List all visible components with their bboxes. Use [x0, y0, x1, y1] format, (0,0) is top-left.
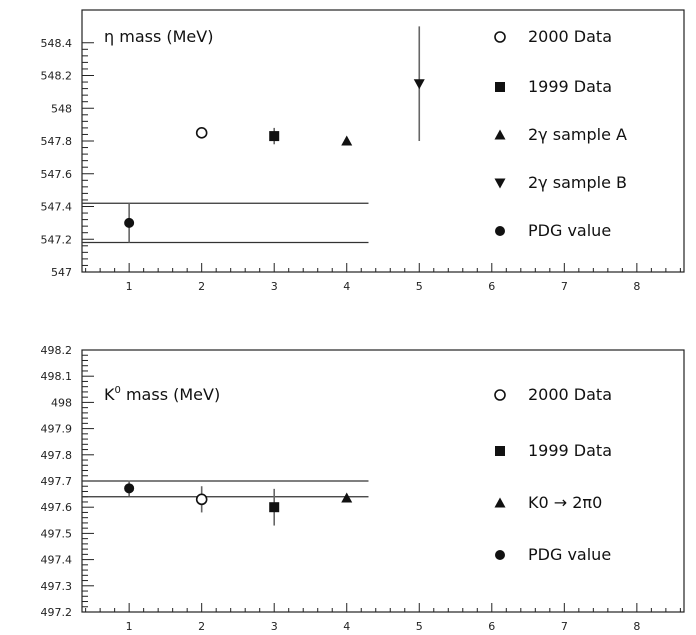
- legend-label: 2000 Data: [528, 385, 612, 404]
- x-tick-label: 5: [416, 620, 423, 633]
- legend-label: 2γ sample A: [528, 125, 627, 144]
- y-tick-label: 497.9: [41, 423, 73, 436]
- legend-label: 2γ sample B: [528, 173, 627, 192]
- k0-mass-data-points: [124, 480, 353, 526]
- x-tick-label: 8: [633, 280, 640, 293]
- y-tick-label: 497.6: [41, 501, 73, 514]
- y-tick-label: 497.2: [41, 606, 73, 619]
- y-tick-label: 497.7: [41, 475, 73, 488]
- x-tick-label: 4: [343, 280, 350, 293]
- legend-marker: [495, 446, 505, 456]
- k0-mass-panel: K0 mass (MeV) 1 2 3 4 5 6 7 8 497.2 497.3 497.4 497…: [41, 344, 685, 633]
- data-point: [124, 217, 135, 228]
- k0-mass-legend: 2000 Data 1999 Data K0 → 2π0 PDG value: [494, 385, 612, 564]
- y-tick-label: 498.1: [41, 370, 73, 383]
- y-tick-label: 547.6: [41, 168, 73, 181]
- x-tick-label: 2: [198, 280, 205, 293]
- data-point: [269, 131, 280, 142]
- x-tick-label: 4: [343, 620, 350, 633]
- eta-mass-legend: 2000 Data 1999 Data 2γ sample A 2γ sample B…: [494, 27, 627, 240]
- y-tick-label: 498: [51, 396, 72, 409]
- y-tick-label: 497.4: [41, 554, 73, 567]
- legend-label: 1999 Data: [528, 77, 612, 96]
- k0-mass-axes: 1 2 3 4 5 6 7 8 497.2 497.3 497.4 497.5 497.6 497.7 49…: [41, 344, 681, 633]
- legend-label: PDG value: [528, 545, 611, 564]
- legend-marker: [495, 550, 505, 560]
- x-tick-label: 5: [416, 280, 423, 293]
- data-point: [269, 502, 280, 513]
- y-tick-label: 547.4: [41, 201, 73, 214]
- y-tick-label: 547.8: [41, 135, 73, 148]
- data-point: [195, 127, 208, 139]
- legend-marker: [494, 389, 506, 401]
- x-tick-label: 3: [271, 620, 278, 633]
- x-tick-label: 3: [271, 280, 278, 293]
- y-tick-label: 548.4: [41, 37, 73, 50]
- y-tick-label: 547.2: [41, 233, 73, 246]
- k0-mass-title: K0 mass (MeV): [104, 385, 220, 404]
- legend-marker: [494, 178, 506, 189]
- y-tick-label: 548.2: [41, 70, 73, 83]
- eta-mass-title-symbol: η: [104, 27, 114, 46]
- y-tick-label: 547: [51, 266, 72, 279]
- legend-label: 2000 Data: [528, 27, 612, 46]
- x-tick-label: 6: [488, 280, 495, 293]
- eta-mass-title-text: mass (MeV): [114, 27, 213, 46]
- x-tick-label: 7: [561, 280, 568, 293]
- y-tick-label: 497.5: [41, 527, 73, 540]
- x-tick-label: 2: [198, 620, 205, 633]
- legend-marker: [494, 497, 506, 508]
- eta-mass-data-points: [124, 26, 425, 243]
- x-tick-label: 8: [633, 620, 640, 633]
- data-point: [124, 483, 135, 494]
- legend-label: K0 → 2π0: [528, 493, 602, 512]
- legend-marker: [494, 129, 506, 140]
- y-tick-label: 497.3: [41, 580, 73, 593]
- data-point: [195, 493, 208, 506]
- eta-mass-title: η mass (MeV): [104, 27, 213, 46]
- y-tick-label: 498.2: [41, 344, 73, 357]
- legend-marker: [494, 31, 506, 43]
- data-point: [341, 135, 353, 146]
- legend-label: 1999 Data: [528, 441, 612, 460]
- y-tick-label: 548: [51, 102, 72, 115]
- eta-mass-panel: η mass (MeV) 1 2 3 4 5 6 7 8 547 547.2 547.4 547.6 5…: [41, 9, 685, 293]
- eta-mass-axes: 1 2 3 4 5 6 7 8 547 547.2 547.4 547.6 547.8 548 548.2 5…: [41, 37, 681, 293]
- x-tick-label: 1: [126, 280, 133, 293]
- k0-mass-title-sup: 0: [115, 385, 121, 396]
- x-tick-label: 6: [488, 620, 495, 633]
- k0-mass-title-base: K: [104, 385, 115, 404]
- x-tick-label: 7: [561, 620, 568, 633]
- y-tick-label: 497.8: [41, 449, 73, 462]
- legend-marker: [495, 82, 505, 92]
- data-point: [413, 79, 425, 90]
- legend-marker: [495, 226, 505, 236]
- data-point: [341, 492, 353, 503]
- legend-label: PDG value: [528, 221, 611, 240]
- k0-mass-title-text: mass (MeV): [121, 385, 220, 404]
- x-tick-label: 1: [126, 620, 133, 633]
